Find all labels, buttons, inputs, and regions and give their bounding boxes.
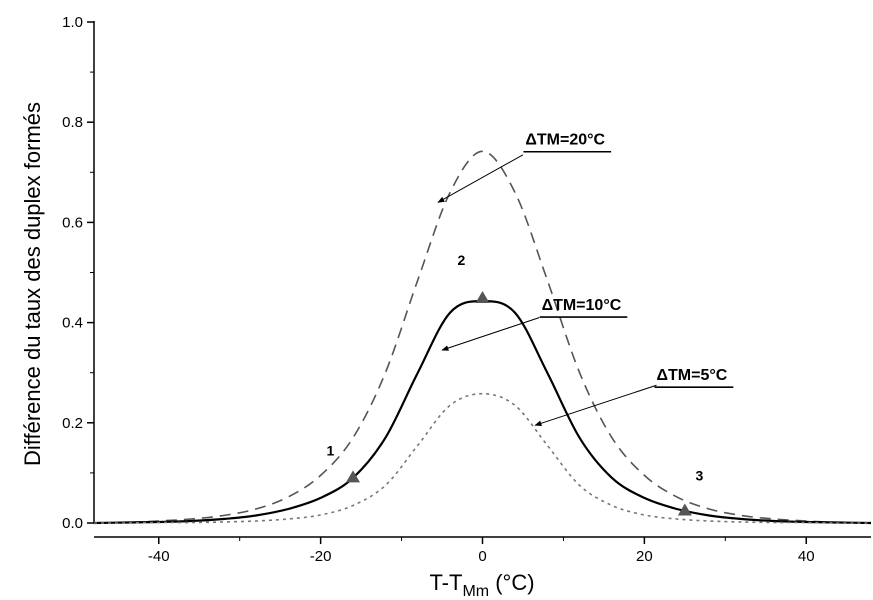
series-group — [93, 150, 872, 525]
y-axis-title: Différence du taux des duplex formés — [20, 102, 45, 466]
y-tick-label: 0.4 — [62, 315, 83, 332]
marker-label-1: 2 — [458, 252, 466, 268]
y-tick-label: 0.2 — [62, 415, 83, 432]
triangle-marker-2 — [677, 503, 692, 516]
x-tick-label: 20 — [636, 548, 653, 565]
y-tick-label: 0.6 — [62, 214, 83, 231]
series-line-0 — [93, 150, 872, 524]
annotation-arrow-2 — [534, 384, 657, 426]
annotation-arrow-0 — [437, 154, 524, 203]
markers: 1 2 3 — [326, 252, 704, 516]
y-tick-label: 1.0 — [62, 14, 83, 31]
axes: 0.0 0.2 0.4 0.6 0.8 1.0 -40 -20 0 20 40 — [62, 14, 871, 565]
y-tick-label: 0.8 — [62, 114, 83, 131]
x-axis-title-sub: Mm — [462, 583, 489, 600]
annotation-label-0: ΔTM=20°C — [525, 132, 605, 149]
x-tick-label: -20 — [310, 548, 332, 565]
x-tick-label: 40 — [798, 548, 815, 565]
annotation-arrow-1 — [441, 317, 540, 351]
series-line-1 — [93, 299, 872, 525]
x-tick-label: 0 — [478, 548, 486, 565]
marker-label-2: 3 — [696, 467, 704, 483]
series-line-2 — [93, 392, 872, 524]
annotation-label-2: ΔTM=5°C — [657, 367, 728, 384]
marker-label-0: 1 — [326, 442, 334, 458]
y-tick-label: 0.0 — [62, 515, 83, 532]
x-axis-title: T-TMm (°C) — [429, 570, 534, 600]
x-axis-title-main: T-T — [429, 570, 462, 595]
x-tick-label: -40 — [148, 548, 170, 565]
x-axis-title-unit: (°C) — [489, 570, 534, 595]
annotation-label-1: ΔTM=10°C — [542, 297, 622, 314]
triangle-marker-0 — [346, 470, 360, 483]
triangle-marker-1 — [475, 291, 490, 304]
annotations: ΔTM=20°C ΔTM=10°C ΔTM=5°C — [437, 132, 734, 426]
